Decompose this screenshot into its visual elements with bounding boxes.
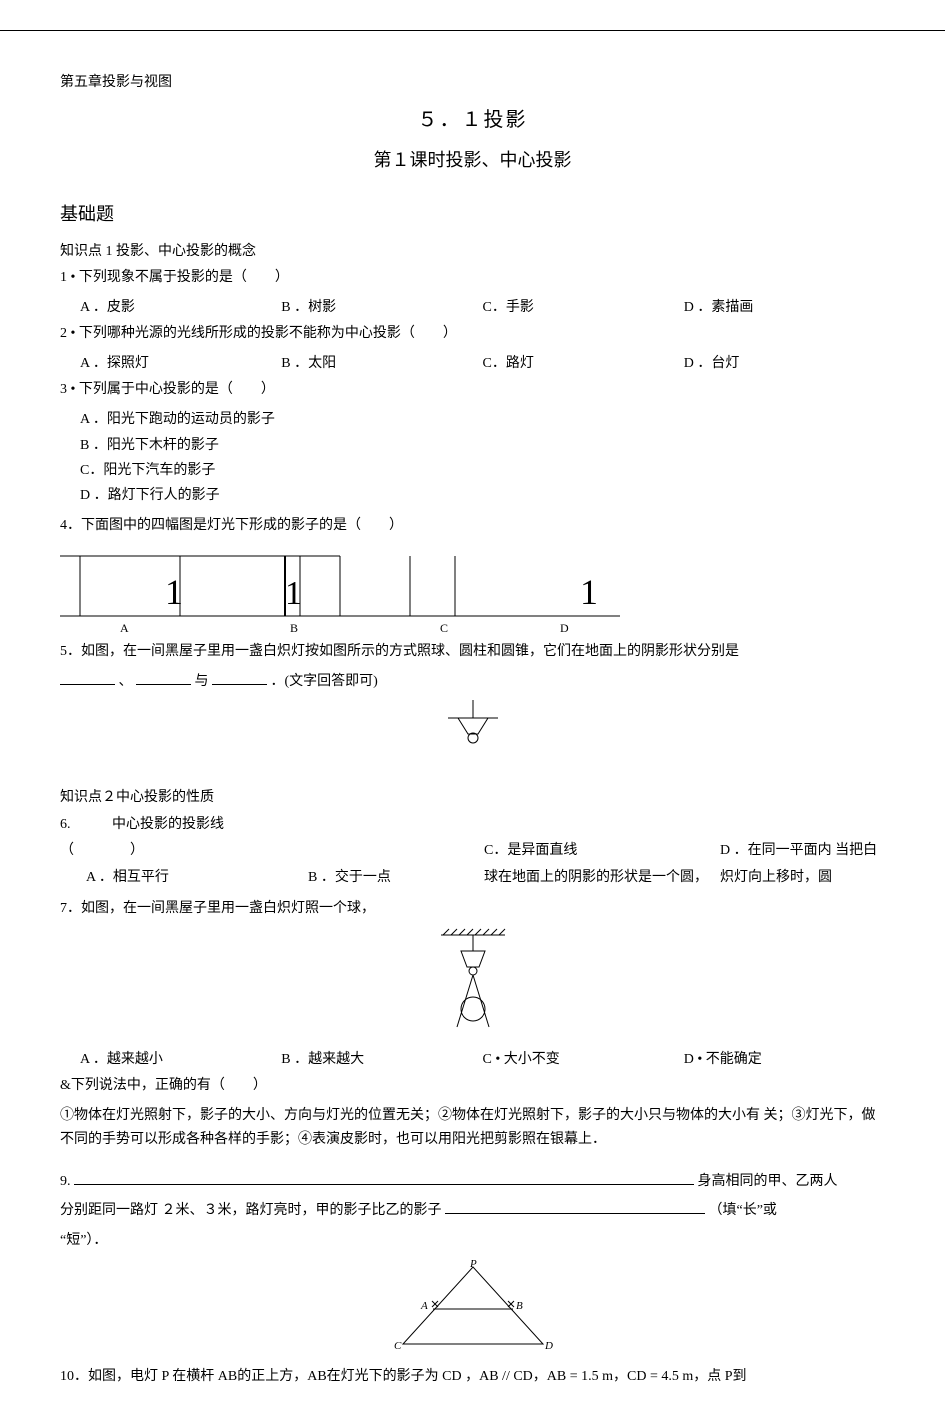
option-b: B ．太阳 xyxy=(281,352,482,372)
option-d: D ．台灯 xyxy=(684,352,885,372)
svg-text:P: P xyxy=(469,1259,477,1270)
knowledge-point-2: 知识点２中心投影的性质 xyxy=(60,786,885,806)
q9-l2a: 分别距同一路灯 ２米、３米，路灯亮时，甲的影子比乙的影子 xyxy=(60,1203,442,1218)
question-8-body: ①物体在灯光照射下，影子的大小、方向与灯光的位置无关；②物体在灯光照射下，影子的… xyxy=(60,1104,885,1152)
q6-number: 6. （ ） xyxy=(60,812,106,865)
q6-opt-b: B ．交于一点 xyxy=(308,865,478,892)
option-d: D ．路灯下行人的影子 xyxy=(80,483,885,508)
question-1: 1 • 下列现象不属于投影的是（ ） xyxy=(60,266,885,290)
svg-text:1: 1 xyxy=(165,572,183,612)
svg-text:A: A xyxy=(420,1300,428,1312)
q9-blank-2 xyxy=(445,1199,705,1214)
title-sub: 第１课时投影、中心投影 xyxy=(60,146,885,172)
svg-text:A: A xyxy=(120,621,129,634)
question-7: 7．如图，在一间黑屋子里用一盏白炽灯照一个球， xyxy=(60,897,885,921)
svg-text:B: B xyxy=(290,621,298,634)
option-c: C．阳光下汽车的影子 xyxy=(80,458,885,483)
svg-text:C: C xyxy=(440,621,448,634)
q6-tail2: 炽灯向上移时，圆 xyxy=(720,865,885,892)
chapter-label: 第五章投影与视图 xyxy=(60,71,885,91)
svg-text:1: 1 xyxy=(285,575,302,612)
option-d: D • 不能确定 xyxy=(684,1048,885,1068)
question-5-text-a: 5．如图，在一间黑屋子里用一盏白炽灯按如图所示的方式照球、圆柱和圆锥，它们在地面… xyxy=(60,644,739,659)
option-a: A ．探照灯 xyxy=(80,352,281,372)
question-7-figure xyxy=(60,927,885,1042)
option-a: A ．阳光下跑动的运动员的影子 xyxy=(80,407,885,432)
option-b: B ．树影 xyxy=(281,296,482,316)
q9-tail: 身高相同的甲、乙两人 xyxy=(698,1174,838,1189)
q6-opt-a: A ．相互平行 xyxy=(86,865,302,892)
q9-num: 9. xyxy=(60,1174,71,1189)
svg-text:C: C xyxy=(394,1340,402,1352)
question-3: 3 • 下列属于中心投影的是（ ） xyxy=(60,378,885,402)
question-5: 5．如图，在一间黑屋子里用一盏白炽灯按如图所示的方式照球、圆柱和圆锥，它们在地面… xyxy=(60,640,885,664)
option-b: B ．阳光下木杆的影子 xyxy=(80,433,885,458)
question-2: 2 • 下列哪种光源的光线所形成的投影不能称为中心投影（ ） xyxy=(60,322,885,346)
svg-text:1: 1 xyxy=(580,572,598,612)
question-1-options: A ．皮影 B ．树影 C．手影 D ．素描画 xyxy=(80,296,885,316)
question-9-line1: 9. 身高相同的甲、乙两人 xyxy=(60,1170,885,1194)
question-5-blanks: 、 与 ．(文字回答即可) xyxy=(60,670,885,694)
blank-2 xyxy=(136,670,191,685)
option-c: C．路灯 xyxy=(483,352,684,372)
q9-l2b: （填“长”或 xyxy=(709,1203,777,1218)
question-5-text-b: ．(文字回答即可) xyxy=(271,674,378,689)
q6-tail1: 球在地面上的阴影的形状是一个圆， xyxy=(484,865,714,892)
blank-1 xyxy=(60,670,115,685)
option-c: C • 大小不变 xyxy=(483,1048,684,1068)
question-10-figure: P A B C D xyxy=(60,1259,885,1359)
question-4: 4．下面图中的四幅图是灯光下形成的影子的是（ ） xyxy=(60,514,885,538)
svg-text:D: D xyxy=(560,621,569,634)
question-3-options: A ．阳光下跑动的运动员的影子 B ．阳光下木杆的影子 C．阳光下汽车的影子 D… xyxy=(80,407,885,508)
q6-opt-c: C．是异面直线 xyxy=(484,838,714,865)
option-b: B ．越来越大 xyxy=(281,1048,482,1068)
option-a: A ．越来越小 xyxy=(80,1048,281,1068)
question-9-line3: “短”）． xyxy=(60,1229,885,1253)
q6-opt-d: D ．在同一平面内 当把白 xyxy=(720,838,885,865)
question-7-options: A ．越来越小 B ．越来越大 C • 大小不变 D • 不能确定 xyxy=(80,1048,885,1068)
question-5-figure xyxy=(60,700,885,760)
svg-text:D: D xyxy=(544,1340,553,1352)
question-9-line2: 分别距同一路灯 ２米、３米，路灯亮时，甲的影子比乙的影子 （填“长”或 xyxy=(60,1199,885,1223)
blank-3 xyxy=(212,670,267,685)
section-basic: 基础题 xyxy=(60,200,885,226)
question-6-7-block: 6. （ ） 中心投影的投影线 A ．相互平行 B ．交于一点 C．是异面直线 … xyxy=(60,812,885,892)
option-d: D ．素描画 xyxy=(684,296,885,316)
q6-num: 6. xyxy=(60,812,106,839)
q6-paren: （ ） xyxy=(60,838,106,865)
option-a: A ．皮影 xyxy=(80,296,281,316)
option-c: C．手影 xyxy=(483,296,684,316)
question-2-options: A ．探照灯 B ．太阳 C．路灯 D ．台灯 xyxy=(80,352,885,372)
question-4-figure: 1 1 1 A B C D xyxy=(60,544,885,634)
q6-mid: 中心投影的投影线 xyxy=(112,812,302,839)
svg-text:B: B xyxy=(516,1300,523,1312)
question-10: 10．如图，电灯 P 在横杆 AB的正上方，AB在灯光下的影子为 CD ，AB … xyxy=(60,1365,885,1389)
title-main: ５．１投影 xyxy=(60,103,885,132)
question-8-head: &下列说法中，正确的有（ ） xyxy=(60,1074,885,1098)
q9-blank-long xyxy=(74,1170,694,1185)
page: 第五章投影与视图 ５．１投影 第１课时投影、中心投影 基础题 知识点 1 投影、… xyxy=(0,30,945,1415)
knowledge-point-1: 知识点 1 投影、中心投影的概念 xyxy=(60,240,885,260)
